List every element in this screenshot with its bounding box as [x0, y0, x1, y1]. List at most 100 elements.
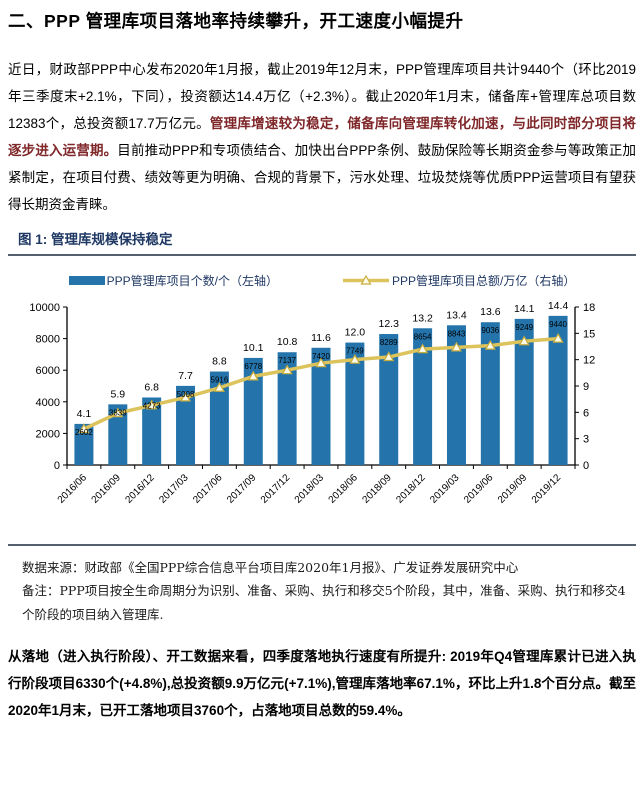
right-axis-tick-label: 0 — [583, 460, 589, 472]
line-marker — [213, 381, 225, 392]
line-value-label: 6.8 — [144, 381, 159, 393]
line-value-label: 5.9 — [110, 388, 125, 400]
line-marker — [112, 407, 124, 417]
x-axis-label: 2018/09 — [361, 472, 395, 506]
legend-item-bars: PPP管理库项目个数/个（左轴） — [68, 272, 278, 289]
bar-2016/09 — [108, 403, 128, 465]
line-value-label: 14.1 — [514, 302, 535, 314]
x-axis-label: 2016/09 — [90, 472, 124, 506]
legend-item-line: PPP管理库项目总额/万亿（右轴） — [342, 272, 575, 289]
line-value-label: 7.7 — [178, 369, 193, 381]
bar-value-label: 9249 — [515, 322, 533, 331]
left-axis-tick-label: 4000 — [36, 396, 60, 408]
bar-2017/06 — [209, 371, 229, 465]
line-marker — [484, 339, 496, 350]
bar-value-label: 5916 — [211, 375, 229, 384]
line-value-label: 11.6 — [311, 331, 331, 343]
x-axis-label: 2017/09 — [225, 472, 259, 506]
bar-value-label: 5008 — [177, 389, 195, 398]
report-page: 二、PPP 管理库项目落地率持续攀升，开工速度小幅提升 近日，财政部PPP中心发… — [8, 11, 636, 718]
line-marker — [146, 399, 158, 410]
x-axis-label: 2019/09 — [496, 472, 530, 506]
right-axis-tick-label: 6 — [583, 407, 589, 419]
line-marker — [247, 370, 259, 381]
bar-value-label: 8654 — [414, 332, 432, 341]
line-marker — [315, 357, 327, 367]
line-marker — [349, 353, 361, 364]
bar-value-label: 9440 — [549, 319, 567, 328]
bar-value-label: 9036 — [481, 326, 499, 335]
section-title: 二、PPP 管理库项目落地率持续攀升，开工速度小幅提升 — [8, 11, 464, 31]
x-axis-label: 2017/06 — [191, 472, 225, 506]
x-axis-label: 2018/06 — [327, 472, 361, 506]
bar-value-label: 7749 — [346, 346, 364, 355]
line-value-label: 10.8 — [277, 336, 298, 348]
line-value-label: 13.2 — [412, 312, 433, 324]
remark-note: 备注：PPP项目按全生命周期分为识别、准备、采购、执行和移交5个阶段，其中，准备… — [22, 583, 626, 623]
x-axis-label: 2016/12 — [123, 472, 157, 506]
line-value-label: 4.1 — [77, 408, 92, 420]
line-value-label: 14.4 — [548, 299, 569, 311]
paragraph-1-text-b: 目前推动PPP和专项债结合、加快出台PPP条例、鼓励保险等长期资金参与等政策正加… — [8, 142, 636, 212]
left-axis-tick-label: 2000 — [36, 428, 60, 440]
bar-2019/06 — [480, 321, 500, 465]
figure-1: 0 2000 4000 6000 8000 10000 0 3 6 9 12 15 18 2602 4.1 2… — [8, 293, 636, 540]
bar-value-label: 6778 — [244, 362, 262, 371]
x-axis-label: 2019/03 — [428, 472, 462, 506]
right-axis-tick-label: 15 — [583, 328, 595, 340]
bar-value-label: 3839 — [109, 408, 127, 417]
legend-line-label: PPP管理库项目总额/万亿（右轴） — [392, 273, 576, 288]
line-value-label: 12.0 — [345, 326, 366, 338]
right-axis-tick-label: 18 — [583, 302, 595, 314]
line-value-label: 13.4 — [446, 309, 467, 321]
line-marker — [281, 364, 293, 374]
line-marker — [383, 350, 395, 361]
left-axis-tick-label: 10000 — [29, 302, 60, 314]
figure-bottom-rule — [8, 543, 636, 546]
bar-2019/09 — [514, 318, 534, 465]
bar-2016/06 — [74, 423, 94, 465]
bar-2019/03 — [446, 324, 466, 465]
legend-line-swatch — [343, 274, 389, 285]
figure-notes: 数据来源：财政部《全国PPP综合信息平台项目库2020年1月报》、广发证券发展研… — [8, 550, 636, 629]
bar-2016/12 — [142, 397, 162, 465]
line-value-label: 13.6 — [480, 306, 501, 318]
line-marker — [180, 391, 192, 402]
line-marker — [450, 341, 462, 352]
figure-caption: 图 1: 管理库规模保持稳定 — [18, 231, 173, 247]
bar-2017/03 — [176, 385, 196, 465]
right-axis-tick-label: 9 — [583, 381, 589, 393]
legend-bar-label: PPP管理库项目个数/个（左轴） — [106, 273, 278, 288]
left-axis-tick-label: 6000 — [36, 365, 60, 377]
paragraph-2: 从落地（进入执行阶段）、开工数据来看，四季度落地执行速度有所提升: 2019年Q… — [8, 648, 636, 718]
bar-2018/12 — [413, 327, 433, 465]
bar-value-label: 2602 — [75, 428, 93, 437]
bar-value-label: 7420 — [312, 351, 330, 360]
bar-2017/12 — [277, 351, 297, 465]
x-axis-label: 2017/12 — [259, 472, 293, 506]
chart-legend: PPP管理库项目个数/个（左轴） PPP管理库项目总额/万亿（右轴） — [8, 272, 636, 289]
x-axis-label: 2018/03 — [293, 472, 327, 506]
bar-value-label: 8843 — [448, 329, 466, 338]
left-axis-tick-label: 8000 — [36, 333, 60, 345]
right-axis-tick-label: 3 — [583, 433, 589, 445]
data-source-note: 数据来源：财政部《全国PPP综合信息平台项目库2020年1月报》、广发证券发展研… — [22, 559, 519, 575]
bar-value-label: 4273 — [143, 401, 161, 410]
x-axis-label: 2019/06 — [462, 472, 496, 506]
bar-value-label: 7137 — [278, 356, 296, 365]
x-axis-label: 2019/12 — [530, 472, 564, 506]
figure-1-chart: 0 2000 4000 6000 8000 10000 0 3 6 9 12 15 18 2602 4.1 2… — [29, 299, 595, 506]
bar-2018/06 — [345, 342, 365, 465]
line-value-label: 10.1 — [243, 342, 264, 354]
right-axis-tick-label: 12 — [583, 354, 595, 366]
line-marker — [518, 335, 530, 345]
x-axis-label: 2017/03 — [157, 472, 191, 506]
figure-top-rule — [8, 253, 636, 256]
bar-2018/03 — [311, 347, 331, 465]
paragraph-1-emphasis: 管理库增速较为稳定，储备库向管理库转化加速，与此同时部分项目将逐步进入运营期。 — [8, 115, 636, 158]
bar-2019/12 — [548, 315, 568, 465]
line-value-label: 8.8 — [212, 355, 227, 367]
bar-value-label: 8289 — [380, 338, 398, 347]
legend-bar-swatch — [68, 275, 105, 285]
x-axis-label: 2018/12 — [394, 472, 428, 506]
